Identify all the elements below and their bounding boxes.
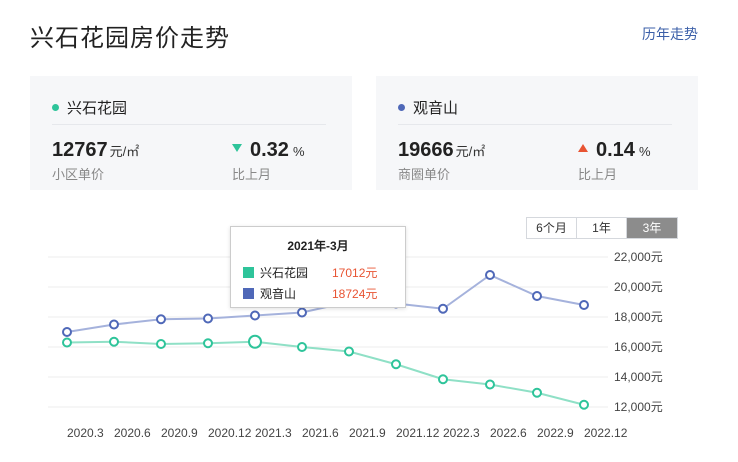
tooltip-row-community: 兴石花园 17012元 [243,264,395,281]
community-change-value: 0.32 [250,139,289,161]
down-arrow-icon [232,144,242,152]
district-name: 观音山 [413,100,459,117]
y-tick-label: 20,000元 [614,280,663,294]
x-tick-label: 2022.9 [537,426,574,440]
series-point-0 [344,346,354,357]
series-point-0 [485,379,495,390]
series-point-0 [203,338,213,349]
community-name: 兴石花园 [67,100,128,117]
x-tick-label: 2020.12 [208,426,252,440]
series-point-1 [109,319,119,330]
community-price-block: 12767 元/㎡ 小区单价 [52,139,139,183]
x-tick-label: 2021.3 [255,426,292,440]
series-line-0 [66,340,585,406]
community-change-block: 0.32% 比上月 [232,139,305,183]
x-tick-label: 2020.9 [161,426,198,440]
series-point-0 [109,336,119,347]
tooltip-row-district: 观音山 18724元 [243,285,395,302]
range-tabs: 6个月 1年 3年 [526,217,678,239]
x-tick-label: 2022.6 [490,426,527,440]
y-tick-label: 12,000元 [614,400,663,414]
history-trend-link[interactable]: 历年走势 [642,26,698,42]
x-tick-label: 2020.3 [67,426,104,440]
district-price-unit: 元/㎡ [455,144,486,159]
district-card-header: 观音山 [398,91,672,125]
tooltip-value-district: 18724元 [332,287,378,301]
tooltip-swatch-district [243,288,254,299]
tooltip-name-community: 兴石花园 [260,266,309,280]
community-price-card: 兴石花园 12767 元/㎡ 小区单价 0.32% 比上月 [30,76,352,190]
series-point-1 [297,307,307,318]
series-point-0 [62,337,72,348]
district-price-value: 19666 [398,139,454,161]
up-arrow-icon [578,144,588,152]
district-price-label: 商圈单价 [398,167,451,182]
y-tick-label: 14,000元 [614,370,663,384]
x-tick-label: 2021.6 [302,426,339,440]
series-point-0 [438,374,448,385]
district-change-block: 0.14% 比上月 [578,139,651,183]
chart-tooltip: 2021年-3月 兴石花园 17012元 观音山 18724元 [230,226,406,308]
tab-1-year[interactable]: 1年 [577,218,627,238]
district-change-label: 比上月 [578,167,618,182]
district-dot-icon [398,104,405,111]
tooltip-swatch-community [243,267,254,278]
community-price-value: 12767 [52,139,108,161]
series-point-0 [297,342,307,352]
series-point-1 [62,327,72,337]
district-change-unit: % [638,144,651,159]
series-point-1 [485,270,495,280]
y-tick-label: 22,000元 [614,250,663,264]
tooltip-name-district: 观音山 [260,287,297,301]
series-point-0 [579,399,589,410]
x-tick-label: 2021.12 [396,426,440,440]
series-point-1 [203,313,213,324]
series-point-1 [532,291,542,301]
x-tick-label: 2021.9 [349,426,386,440]
series-point-1 [250,310,260,321]
community-change-label: 比上月 [232,167,272,182]
tab-3-years[interactable]: 3年 [627,218,677,238]
tooltip-value-community: 17012元 [332,266,378,280]
district-price-card: 观音山 19666 元/㎡ 商圈单价 0.14% 比上月 [376,76,698,190]
series-point-0 [248,334,262,349]
community-price-unit: 元/㎡ [109,144,140,159]
community-price-label: 小区单价 [52,167,105,182]
tab-6-months[interactable]: 6个月 [527,218,577,238]
x-tick-label: 2022.12 [584,426,628,440]
x-tick-label: 2022.3 [443,426,480,440]
series-point-0 [532,387,542,398]
page-title: 兴石花园房价走势 [30,25,230,52]
x-tick-label: 2020.6 [114,426,151,440]
series-point-0 [391,359,401,370]
community-card-header: 兴石花园 [52,91,326,125]
series-point-0 [156,339,166,349]
district-price-block: 19666 元/㎡ 商圈单价 [398,139,485,183]
y-tick-label: 16,000元 [614,340,663,354]
tooltip-title: 2021年-3月 [287,239,349,253]
series-point-1 [438,303,448,314]
community-change-unit: % [292,144,305,159]
series-point-1 [156,314,166,325]
district-change-value: 0.14 [596,139,635,161]
y-tick-label: 18,000元 [614,310,663,324]
series-point-1 [579,300,589,310]
community-dot-icon [52,104,59,111]
